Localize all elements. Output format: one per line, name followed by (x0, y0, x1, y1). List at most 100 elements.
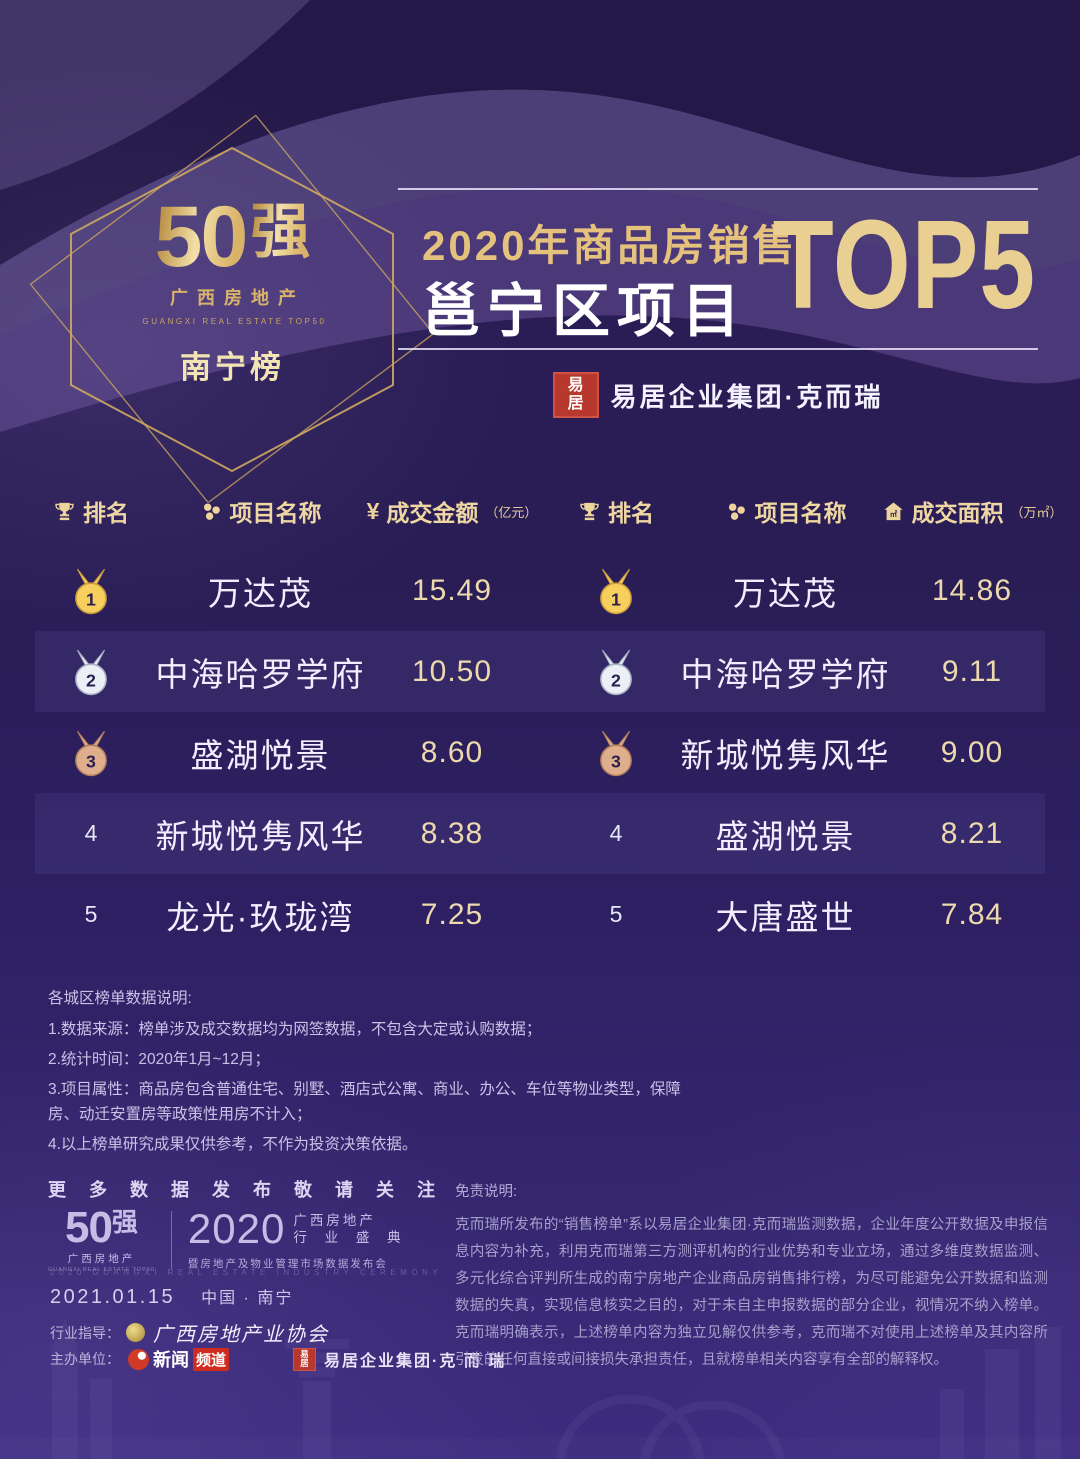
value-text: 7.84 (940, 897, 1004, 931)
rank-cell-area: 5 (560, 901, 672, 928)
event-caption-en: 2020 GUANGXI REAL ESTATE INDUSTRY CEREMO… (50, 1268, 443, 1277)
badge-subtitle-en: GUANGXI REAL ESTATE TOP50 (142, 317, 327, 326)
industry-org-name: 广西房地产业协会 (153, 1322, 329, 1346)
footer-logo-subtitle: 广西房地产 (67, 1253, 136, 1265)
badge-subtitle-cn: 广西房地产 (170, 288, 305, 308)
badge-strong-char: 强 (250, 198, 311, 265)
rank-number: 4 (609, 820, 623, 846)
title-line-gold: 2020年商品房销售 (422, 222, 798, 269)
project-name: 盛湖悦景 (190, 736, 331, 774)
project-name: 万达茂 (733, 574, 838, 612)
svg-text:3: 3 (611, 751, 621, 771)
title-divider-top (398, 188, 1038, 190)
event-name-line1: 广西房地产 (293, 1212, 376, 1228)
association-badge-icon (126, 1323, 145, 1342)
project-name-cell-area: 中海哈罗学府 (672, 648, 899, 696)
brand-name: 易居企业集团·克而瑞 (610, 381, 884, 412)
event-name-line2: 行 业 盛 典 (293, 1230, 408, 1245)
rank-cell-area: 4 (560, 820, 672, 847)
column-header-project-amount: 项目名称 (147, 494, 374, 528)
column-header-label: 项目名称 (754, 500, 847, 526)
news-channel-logo: 新闻 频道 (128, 1346, 230, 1372)
column-header-unit: （亿元） (485, 504, 538, 520)
value-text: 10.50 (411, 654, 493, 688)
event-2020-logo: 2020 广西房地产 行 业 盛 典 暨房地产及物业管理市场数据发布会 (188, 1208, 408, 1271)
title-divider-bottom (398, 348, 1038, 350)
disclaimer-body: 克而瑞所发布的“销售榜单”系以易居企业集团·克而瑞监测数据，企业年度公开数据及申… (455, 1217, 1048, 1368)
event-location: 中国 · 南宁 (201, 1290, 294, 1307)
value-cell-amount: 7.25 (374, 898, 530, 932)
svg-text:3: 3 (86, 751, 96, 771)
cric-name: 易居企业集团·克 而 瑞 (324, 1353, 507, 1370)
project-name: 龙光·玖珑湾 (166, 898, 355, 936)
background-waves-graphic (0, 0, 1080, 500)
notes-item: 3.项目属性：商品房包含普通住宅、别墅、酒店式公寓、商业、办公、车位等物业类型，… (48, 1081, 681, 1123)
title-line-white: 邕宁区项目 (422, 279, 748, 344)
svg-text:㎡: ㎡ (889, 509, 897, 518)
disclaimer-section: 免责说明: 克而瑞所发布的“销售榜单”系以易居企业集团·克而瑞监测数据，企业年度… (455, 1180, 1048, 1374)
column-header-label: 项目名称 (229, 500, 322, 526)
footer-logo-caption: GUANGXI REAL ESTATE TOP50 (48, 1266, 155, 1273)
badge-50-strong: 50 强 (155, 194, 311, 280)
project-name: 盛湖悦景 (715, 817, 856, 855)
project-name-cell-area: 万达茂 (672, 567, 899, 615)
project-name-cell-amount: 盛湖悦景 (147, 729, 374, 777)
value-cell-area: 9.00 (899, 736, 1045, 770)
project-name: 中海哈罗学府 (680, 655, 891, 693)
notes-title: 各城区榜单数据说明: (48, 990, 192, 1007)
event-subtitle: 暨房地产及物业管理市场数据发布会 (187, 1258, 388, 1270)
value-text: 7.25 (420, 897, 484, 931)
project-name-cell-area: 盛湖悦景 (672, 810, 899, 858)
footer-logo-number: 50 (64, 1203, 113, 1252)
value-cell-area: 8.21 (899, 817, 1045, 851)
svg-text:1: 1 (611, 589, 621, 609)
svg-text:2: 2 (86, 670, 96, 690)
city-skyline-graphic (0, 1319, 1080, 1459)
rank-cell-area: 2 (560, 648, 672, 696)
rank-cell-amount: 2 (35, 648, 147, 696)
ranking-header-row: 排名 项目名称 ¥ 成交金额 （亿元） 排名 项目名称 ㎡ 成交面积 （万㎡） (35, 494, 1063, 528)
column-header-label: 成交金额 (386, 500, 479, 526)
project-name: 万达茂 (208, 574, 313, 612)
medal-bronze-icon: 3 (600, 730, 632, 776)
event-date-row: 2021.01.15 中国 · 南宁 (50, 1284, 293, 1309)
project-name-cell-amount: 中海哈罗学府 (147, 648, 374, 696)
footer-logo-strong: 强 (111, 1207, 138, 1237)
column-header-label: 排名 (83, 500, 129, 526)
news-logo-text2: 频道 (193, 1347, 230, 1371)
disclaimer-title: 免责说明: (455, 1184, 518, 1200)
notes-item: 4.以上榜单研究成果仅供参考，不作为投资决策依据。 (48, 1136, 418, 1153)
value-cell-area: 14.86 (899, 574, 1045, 608)
badge-number: 50 (154, 189, 249, 285)
svg-text:1: 1 (86, 589, 96, 609)
table-row: 4 新城悦隽风华 8.38 4 盛湖悦景 8.21 (35, 793, 1045, 874)
news-swirl-icon (128, 1348, 149, 1370)
hosts-row: 主办单位： 新闻 频道 易 居 易居企业集团·克 而 瑞 (50, 1346, 506, 1372)
table-row: 3 盛湖悦景 8.60 3 新城悦隽风华 9.00 (35, 712, 1045, 793)
project-name-cell-area: 大唐盛世 (672, 891, 899, 939)
column-header-project-area: 项目名称 (672, 494, 899, 528)
column-header-value-amount: ¥ 成交金额 （亿元） (367, 494, 538, 528)
value-text: 15.49 (411, 573, 493, 607)
svg-text:2: 2 (611, 670, 621, 690)
value-text: 14.86 (931, 573, 1013, 607)
badge-list-name: 南宁榜 (180, 350, 285, 385)
event-date: 2021.01.15 (50, 1286, 176, 1308)
value-text: 8.21 (940, 816, 1004, 850)
rank-number: 5 (609, 901, 623, 927)
project-name-cell-amount: 万达茂 (147, 567, 374, 615)
seal-char-1: 易 (567, 376, 584, 394)
cric-logo: 易 居 易居企业集团·克 而 瑞 (293, 1347, 506, 1371)
rank-cell-area: 3 (560, 729, 672, 777)
rank-cell-amount: 3 (35, 729, 147, 777)
lockup-divider (170, 1210, 172, 1269)
table-row: 2 中海哈罗学府 10.50 2 中海哈罗学府 9.11 (35, 631, 1045, 712)
trophy-icon (580, 502, 599, 520)
industry-label: 行业指导： (50, 1324, 120, 1341)
industry-guidance-row: 行业指导： 广西房地产业协会 (50, 1318, 329, 1347)
project-name: 新城悦隽风华 (155, 817, 366, 855)
table-row: 1 万达茂 15.49 1 万达茂 14.86 (35, 550, 1045, 631)
event-lockup: 50 强 广西房地产 GUANGXI REAL ESTATE TOP50 202… (48, 1206, 408, 1273)
rank-cell-amount: 4 (35, 820, 147, 847)
project-name-cell-area: 新城悦隽风华 (672, 729, 899, 777)
